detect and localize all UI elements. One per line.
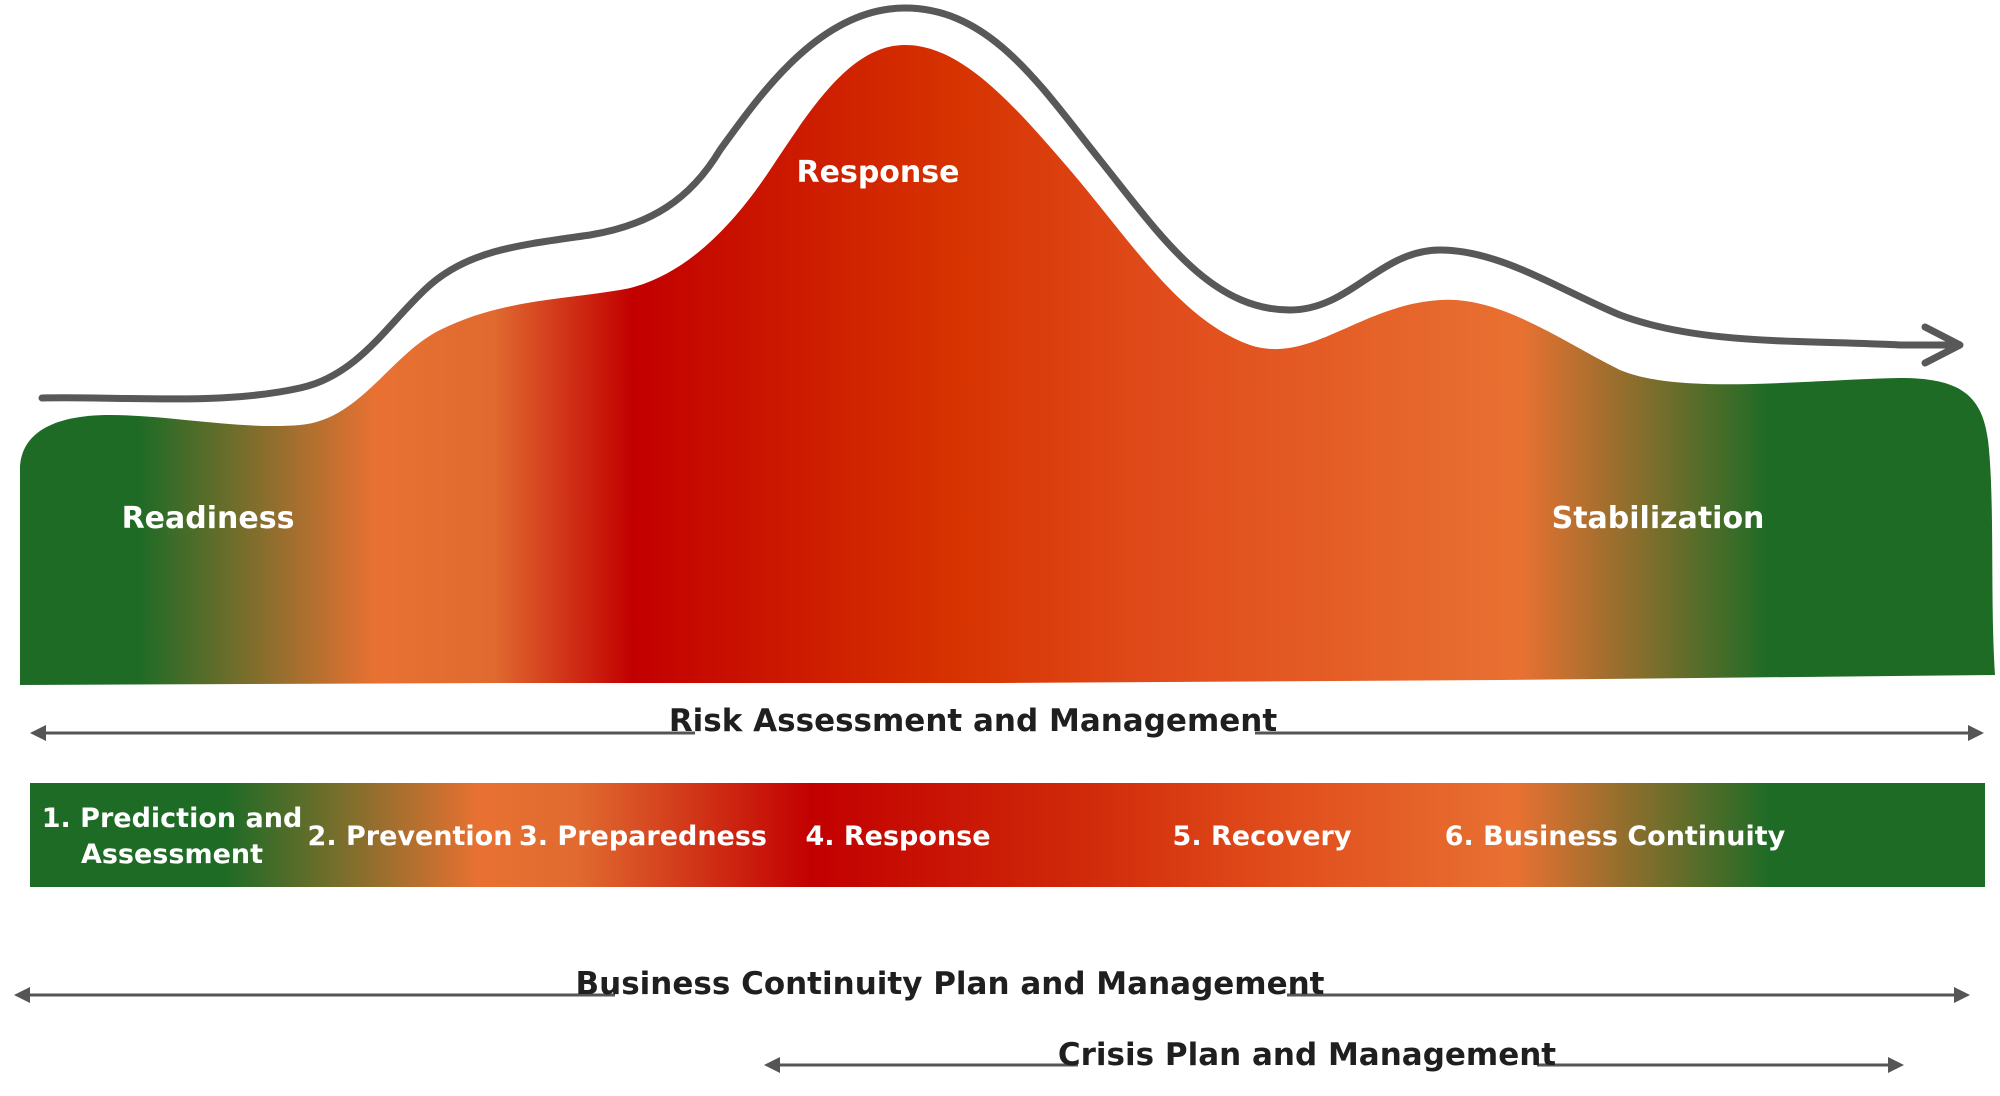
crisis-plan-arrow: Crisis Plan and Management [764,1037,1904,1073]
risk-assessment-arrow: Risk Assessment and Management [30,703,1984,741]
phase-preparedness: 3. Preparedness [519,821,767,852]
phase-prediction-assessment-line1: 1. Prediction and [42,803,303,834]
phase-business-continuity: 6. Business Continuity [1445,821,1786,852]
arrow-right-icon [1968,725,1984,741]
arrow-right-icon [1954,987,1970,1003]
arrow-left-icon [30,725,46,741]
phase-prevention: 2. Prevention [308,821,513,852]
readiness-label: Readiness [122,501,295,536]
crisis-plan-label: Crisis Plan and Management [1058,1037,1556,1073]
stabilization-label: Stabilization [1552,501,1765,536]
risk-assessment-label: Risk Assessment and Management [669,703,1278,739]
response-peak-label: Response [797,155,960,190]
arrow-left-icon [14,987,30,1003]
trend-curve [38,4,1959,403]
phase-response: 4. Response [805,821,990,852]
business-continuity-arrow: Business Continuity Plan and Management [14,966,1970,1003]
phase-prediction-assessment-line2: Assessment [81,839,263,870]
arrow-left-icon [764,1057,780,1073]
phase-recovery: 5. Recovery [1173,821,1352,852]
mountain-shape [20,45,1995,685]
business-continuity-label: Business Continuity Plan and Management [576,966,1325,1002]
phase-bar [30,783,1985,887]
arrow-right-icon [1888,1057,1904,1073]
trend-arrowhead-icon [1921,323,1964,367]
